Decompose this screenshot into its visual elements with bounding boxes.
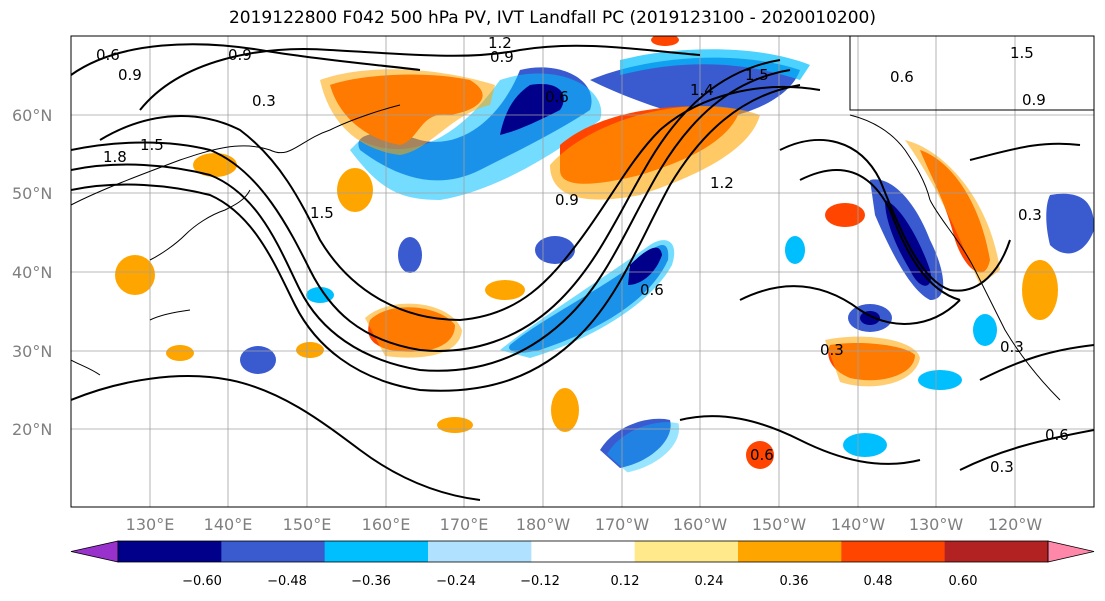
lon-label: 160°W [673, 515, 728, 534]
colorbar-tick-label: −0.24 [436, 574, 476, 589]
colorbar-ticks: −0.60 −0.48 −0.36 −0.24 −0.12 0.12 0.24 … [182, 574, 977, 589]
colorbar-segment [118, 541, 222, 562]
contour-label: 1.4 [690, 81, 714, 99]
coastlines [71, 36, 1094, 401]
lon-label: 170°E [440, 515, 489, 534]
colorbar-tick-label: −0.60 [182, 574, 222, 589]
contour-label: 0.3 [820, 341, 844, 359]
contour-label: 0.6 [640, 281, 664, 299]
lon-label: 130°E [126, 515, 175, 534]
colorbar-segment [221, 541, 326, 562]
colorbar-extend-min [70, 540, 119, 563]
contour-label: 1.2 [710, 174, 734, 192]
colorbar-segment [841, 541, 946, 562]
lon-label: 140°W [831, 515, 886, 534]
contour-label: 0.3 [252, 92, 276, 110]
colorbar-tick-label: 0.60 [949, 574, 978, 589]
lon-label: 130°W [909, 515, 964, 534]
contour-label: 1.5 [140, 136, 164, 154]
pv-anomaly-fill [115, 36, 1094, 473]
colorbar-segment [428, 541, 532, 562]
colorbar-tick-label: −0.36 [351, 574, 391, 589]
map-area: 0.6 0.9 1.2 0.9 0.3 1.8 1.5 1.5 0.6 0.9 … [71, 34, 1094, 507]
lat-label: 20°N [12, 420, 52, 439]
colorbar-tick-label: −0.12 [520, 574, 560, 589]
lon-label: 140°E [204, 515, 253, 534]
lat-label: 50°N [12, 184, 52, 203]
graticule [71, 36, 1094, 507]
colorbar-segment [738, 541, 842, 562]
contour-label: 1.5 [310, 204, 334, 222]
contour-label: 0.6 [1045, 426, 1069, 444]
contour-label: 0.9 [1022, 91, 1046, 109]
colorbar-segment [531, 541, 636, 562]
lat-label: 40°N [12, 263, 52, 282]
contour-label: 0.6 [750, 446, 774, 464]
contour-label: 1.5 [1010, 44, 1034, 62]
contour-label: 0.9 [228, 46, 252, 64]
lon-label: 120°W [988, 515, 1043, 534]
contour-label: 1.2 [488, 34, 512, 52]
colorbar [70, 540, 1095, 563]
colorbar-border [117, 540, 1049, 563]
contour-label: 1.5 [745, 66, 769, 84]
contour-label: 0.3 [1018, 206, 1042, 224]
contour-label: 0.9 [555, 191, 579, 209]
lon-label: 150°W [752, 515, 807, 534]
lon-label: 150°E [283, 515, 332, 534]
colorbar-segment [944, 541, 1049, 562]
contour-label: 1.8 [103, 148, 127, 166]
contour-labels: 0.6 0.9 1.2 0.9 0.3 1.8 1.5 1.5 0.6 0.9 … [96, 34, 1069, 476]
colorbar-tick-label: 0.12 [611, 574, 640, 589]
map-border [70, 35, 1095, 508]
lat-label: 30°N [12, 342, 52, 361]
colorbar-tick-label: −0.48 [267, 574, 307, 589]
lon-label: 160°E [362, 515, 411, 534]
colorbar-segment [634, 541, 739, 562]
contour-label: 0.3 [990, 458, 1014, 476]
colorbar-tick-label: 0.36 [780, 574, 809, 589]
lon-label: 170°W [595, 515, 650, 534]
latitude-labels: 60°N 50°N 40°N 30°N 20°N [12, 106, 52, 439]
colorbar-segment [324, 541, 429, 562]
map-title: 2019122800 F042 500 hPa PV, IVT Landfall… [228, 8, 876, 28]
contour-label: 0.9 [490, 48, 514, 66]
longitude-labels: 130°E 140°E 150°E 160°E 170°E 180°W 170°… [126, 515, 1043, 534]
contour-label: 0.6 [545, 88, 569, 106]
colorbar-tick-label: 0.48 [864, 574, 893, 589]
contour-label: 0.6 [890, 68, 914, 86]
contour-label: 0.9 [118, 66, 142, 84]
lat-label: 60°N [12, 106, 52, 125]
colorbar-tick-label: 0.24 [695, 574, 724, 589]
pv-contours [71, 43, 1094, 501]
lon-label: 180°W [516, 515, 571, 534]
contour-label: 0.3 [1000, 338, 1024, 356]
colorbar-extend-max [1047, 540, 1095, 563]
contour-label: 0.6 [96, 46, 120, 64]
